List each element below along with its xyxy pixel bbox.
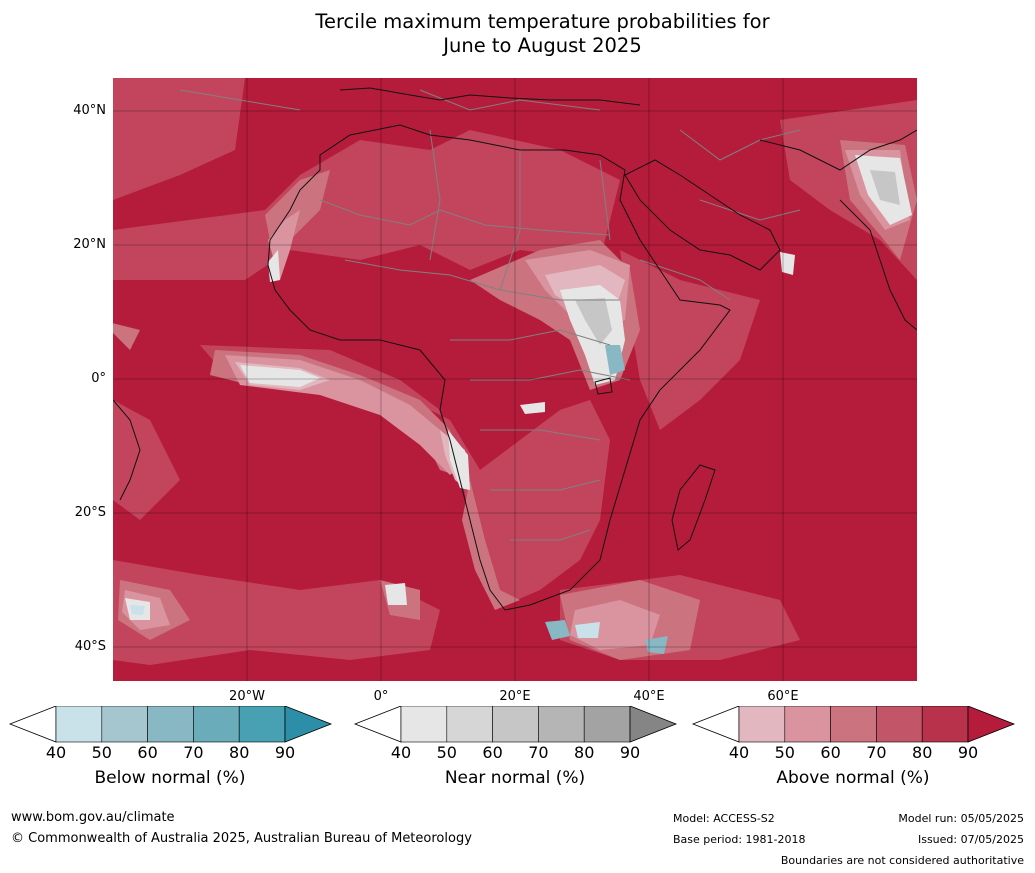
lat-label-20n: 20°N (73, 237, 106, 252)
model-text: Model: ACCESS-S2 (673, 812, 775, 825)
colorbar-near-normal (353, 706, 678, 743)
lat-label-40n: 40°N (73, 103, 106, 118)
colorbar-tick-label: 80 (574, 743, 595, 762)
lon-label-20e: 20°E (499, 689, 531, 704)
website-link[interactable]: www.bom.gov.au/climate (11, 810, 175, 825)
colorbar-tick-label: 60 (820, 743, 841, 762)
colorbar-tick-label: 40 (728, 743, 750, 762)
colorbar-tick-label: 90 (619, 743, 641, 762)
lon-label-0: 0° (373, 689, 389, 704)
lat-label-equator: 0° (91, 371, 106, 386)
lat-label-20s: 20°S (74, 505, 106, 520)
near-normal-dark-regions (575, 170, 900, 345)
colorbar-extend-low (691, 706, 740, 743)
colorbar-extend-high (629, 706, 678, 743)
colorbar-segment (738, 706, 786, 743)
map-svg (113, 78, 917, 681)
colorbars-svg (8, 706, 1016, 743)
copyright-text: © Commonwealth of Australia 2025, Austra… (11, 831, 472, 846)
colorbar-segment (492, 706, 539, 743)
model-run-text: Model run: 05/05/2025 (898, 812, 1024, 825)
lat-label-40s: 40°S (74, 639, 106, 654)
colorbar-below-normal (8, 706, 333, 743)
colorbar-segment (193, 706, 240, 743)
colorbar-tick-label: 90 (274, 743, 296, 762)
coastlines (113, 87, 917, 611)
colorbar-extend-low (8, 706, 57, 743)
colorbar-segment (784, 706, 831, 743)
colorbar-tick-label: 60 (482, 743, 503, 762)
colorbar-segment (446, 706, 493, 743)
colorbar-segment (101, 706, 148, 743)
colorbar-tick-label: 70 (528, 743, 549, 762)
colorbar-tick-label: 50 (91, 743, 112, 762)
lon-label-20w: 20°W (229, 689, 265, 704)
colorbar-title-near: Near normal (%) (444, 768, 586, 788)
issued-text: Issued: 07/05/2025 (917, 833, 1024, 846)
colorbar-tick-label: 40 (390, 743, 412, 762)
chart-title: Tercile maximum temperature probabilitie… (0, 10, 1035, 58)
colorbar-tick-label: 70 (866, 743, 887, 762)
colorbar-segment (238, 706, 286, 743)
colorbar-extend-low (353, 706, 402, 743)
colorbar-title-below: Below normal (%) (94, 768, 246, 788)
lon-label-40e: 40°E (633, 689, 665, 704)
colorbar-tick-label: 90 (957, 743, 979, 762)
colorbar-segment (400, 706, 448, 743)
colorbar-above-normal (691, 706, 1016, 743)
colorbar-segment (921, 706, 969, 743)
colorbar-segment (538, 706, 585, 743)
colorbar-segment (147, 706, 194, 743)
colorbar-extend-high (284, 706, 333, 743)
colorbar-segment (583, 706, 631, 743)
probability-map (113, 78, 917, 681)
colorbar-extend-high (967, 706, 1016, 743)
colorbar-segment (876, 706, 923, 743)
colorbar-title-above: Above normal (%) (776, 768, 930, 788)
below-normal-regions (545, 345, 668, 654)
title-line-2: June to August 2025 (443, 34, 642, 57)
base-period-text: Base period: 1981-2018 (673, 833, 806, 846)
colorbar-tick-label: 60 (137, 743, 158, 762)
colorbar-tick-label: 80 (912, 743, 933, 762)
country-boundaries (179, 89, 801, 541)
graticule (113, 78, 917, 681)
colorbar-segment (830, 706, 877, 743)
colorbar-tick-label: 50 (436, 743, 457, 762)
lon-label-60e: 60°E (767, 689, 799, 704)
disclaimer-text: Boundaries are not considered authoritat… (780, 854, 1024, 867)
colorbar-tick-label: 50 (774, 743, 795, 762)
colorbar-tick-label: 70 (183, 743, 204, 762)
colorbar-tick-label: 40 (45, 743, 67, 762)
below-normal-light-regions (130, 605, 600, 638)
title-line-1: Tercile maximum temperature probabilitie… (315, 10, 770, 33)
colorbar-tick-label: 80 (229, 743, 250, 762)
colorbar-segment (55, 706, 103, 743)
